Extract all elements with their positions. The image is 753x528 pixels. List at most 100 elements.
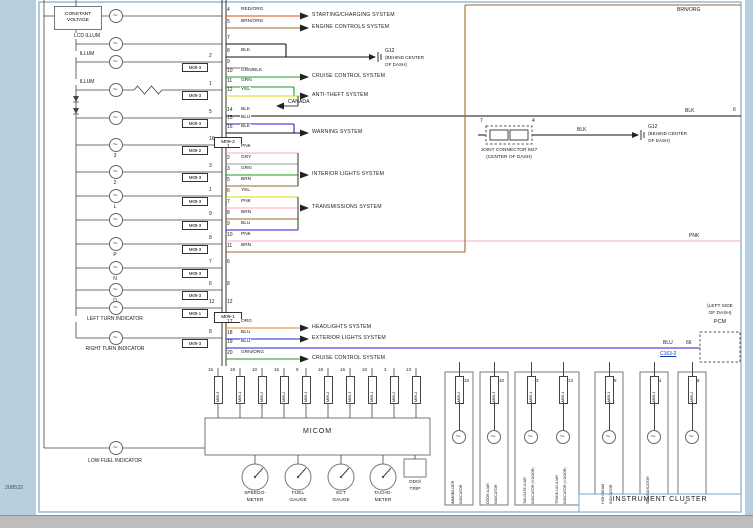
system-label: EXTERIOR LIGHTS SYSTEM — [312, 335, 386, 341]
system-label: WARNING SYSTEM — [312, 129, 363, 135]
indicator-label: TRUNK LID AJAR — [555, 475, 559, 504]
left-pin-number: 1 — [209, 187, 212, 193]
left-connector-ref: M09-3 — [182, 291, 208, 300]
wire-brn-route — [226, 4, 741, 253]
wire-blu — [226, 123, 295, 133]
indicator-wire — [608, 402, 610, 430]
indicator-bulb-icon — [685, 430, 699, 444]
bulb-icon — [109, 441, 123, 455]
micom-pin-number: 18 — [318, 367, 324, 372]
micom-connector-box: M09-1 — [236, 376, 245, 404]
connector-ref: M09-2 — [690, 391, 694, 402]
edge-pin-number: 6 — [733, 107, 736, 113]
pin-number: 5 — [227, 19, 230, 25]
left-component-label: ILLUM — [60, 79, 114, 85]
joint-connector-caption: (CENTER OF DASH) — [486, 155, 532, 160]
gauge-label: ECT — [336, 491, 346, 496]
left-pin-number: 1 — [209, 81, 212, 87]
wire-color-label: BLK — [240, 48, 252, 54]
ground-location: (BEHIND CENTER — [385, 55, 425, 60]
indicator-pin-number: 8 — [614, 378, 617, 383]
connector-ref: M09-3 — [348, 391, 352, 402]
pin-number: 16 — [227, 124, 233, 130]
indicator-connector-box: M09-2 — [455, 376, 464, 404]
micom-connector-box: M09-2 — [412, 376, 421, 404]
wire-color-label: BRN — [240, 177, 253, 183]
indicator-wire-stub — [608, 362, 610, 376]
wire-color-label: BLK — [576, 127, 588, 133]
gauge-label: METER — [246, 498, 264, 503]
gauge-label: ODO/ — [408, 480, 422, 485]
connector-ref: M09-2 — [260, 391, 264, 402]
micom-pin-number: 10 — [252, 367, 258, 372]
indicator-bulb-icon — [556, 430, 570, 444]
connector-ref-box: M09-2 — [214, 137, 242, 148]
micom-connector-box: M09-3 — [346, 376, 355, 404]
indicator-wire-stub — [458, 362, 460, 376]
gauge-label: FUEL — [291, 491, 305, 496]
pcm-connector-link[interactable]: C163-2 — [660, 351, 677, 357]
pin-number: 10 — [227, 232, 233, 238]
gauge-label: TACHO- — [373, 491, 393, 496]
micom-pin-number: 15 — [208, 367, 214, 372]
left-component-label: N — [108, 276, 122, 282]
wire-color-label: BRN — [240, 210, 253, 216]
pin-number: 12 — [227, 299, 233, 305]
wire-color-label: BLK — [240, 124, 252, 130]
left-pin-number: 2 — [209, 53, 212, 59]
left-component-label: LCD ILLUM — [60, 33, 114, 39]
micom-connector-box: M09-1 — [368, 376, 377, 404]
pcm-name: PCM — [713, 319, 727, 325]
bulb-icon — [109, 9, 123, 23]
wires — [226, 4, 741, 360]
indicator-label: TAILGATE AJAR — [523, 477, 527, 504]
connector-ref: M09-2 — [392, 391, 396, 402]
indicator-connector-box: M09-3 — [490, 376, 499, 404]
gauge-label: GAUGE — [332, 498, 350, 503]
wire-grn — [226, 86, 295, 96]
pin-number: 10 — [227, 68, 233, 74]
indicator-wire-stub — [562, 362, 564, 376]
left-component-label: 2 — [108, 180, 122, 186]
left-connector-ref: M09-3 — [182, 119, 208, 128]
system-label: INTERIOR LIGHTS SYSTEM — [312, 171, 385, 177]
pin-number: 6 — [227, 259, 230, 265]
gauge-label: METER — [374, 498, 392, 503]
micom-connector-box: M09-2 — [280, 376, 289, 404]
micom-stub-lines — [217, 368, 417, 464]
wire-color-label: PNK — [240, 144, 252, 150]
micom-pin-number: 9 — [296, 367, 299, 372]
connector-ref: M09-1 — [529, 391, 533, 402]
micom-connector-box: M09-2 — [390, 376, 399, 404]
system-label: HEADLIGHTS SYSTEM — [312, 324, 372, 330]
system-label: STARTING/CHARGING SYSTEM — [312, 12, 395, 18]
wiring-svg — [38, 0, 742, 513]
indicator-wire — [691, 402, 693, 430]
constant-voltage-label: VOLTAGE — [67, 17, 89, 23]
wire-color-label: RED/ORG — [240, 7, 265, 13]
indicator-bulb-icon — [602, 430, 616, 444]
pin-number: 8 — [227, 210, 230, 216]
system-arrow-icons — [276, 12, 639, 363]
indicator-bulb-icon — [524, 430, 538, 444]
indicator-connector-box: M09-1 — [527, 376, 536, 404]
gauge-label: GAUGE — [289, 498, 307, 503]
connector-ref: M09-2 — [414, 391, 418, 402]
wire-color-label: BLK — [240, 107, 252, 113]
micom-pin-number: 10 — [362, 367, 368, 372]
left-connector-ref: M09-3 — [182, 221, 208, 230]
wire-color-label: BRN/ORG — [676, 7, 702, 13]
indicator-pin-number: 4 — [659, 378, 662, 383]
ground-id: G12 — [648, 124, 658, 130]
indicator-label: INDICATOR (5 DOOR) — [531, 467, 535, 504]
wire-color-label: BLU — [240, 115, 252, 121]
wire-color-label: BRN/ORG — [240, 19, 265, 25]
bulb-icon — [109, 37, 123, 51]
indicator-pin-number: 13 — [568, 378, 574, 383]
bulb-icon — [109, 301, 123, 315]
wire-color-label: GRN/BLK — [240, 68, 264, 74]
wire-blk-ground — [226, 43, 369, 58]
system-label: TRANSMISSIONS SYSTEM — [312, 204, 382, 210]
pcm-pin-number: 66 — [686, 340, 692, 346]
left-bus-lines — [43, 0, 248, 449]
